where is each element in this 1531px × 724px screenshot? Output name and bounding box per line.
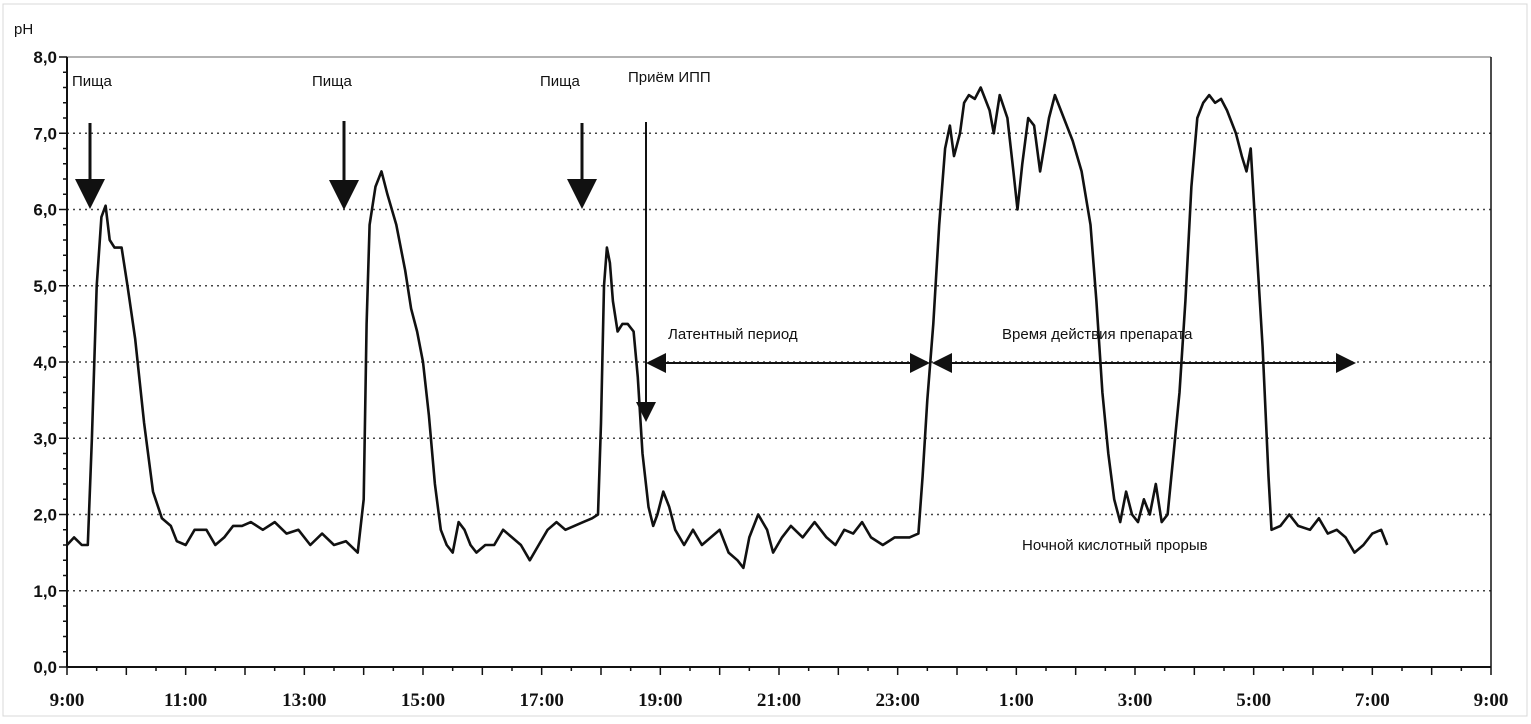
x-tick-label: 13:00 [282, 690, 326, 711]
y-tick-label: 1,0 [33, 582, 57, 601]
tick-labels: 0,0 1,0 2,0 3,0 4,0 5,0 6,0 7,0 8,0 9:00 11:00 13:0… [33, 48, 1508, 711]
y-tick-label: 5,0 [33, 277, 57, 296]
y-axis-label: pH [14, 21, 33, 38]
grid-lines [67, 56, 1491, 592]
x-tick-label: 17:00 [520, 690, 564, 711]
latent-period-label: Латентный период [668, 326, 798, 343]
x-tick-label: 1:00 [999, 690, 1034, 711]
series [66, 86, 1389, 570]
x-tick-label: 21:00 [757, 690, 801, 711]
y-tick-label: 3,0 [33, 429, 57, 448]
x-tick-label: 23:00 [876, 690, 920, 711]
x-tick-label: 9:00 [50, 690, 85, 711]
x-tick-label: 19:00 [638, 690, 682, 711]
food-label-2: Пища [312, 73, 353, 90]
x-tick-label: 5:00 [1236, 690, 1271, 711]
food-label-3: Пища [540, 73, 581, 90]
y-tick-label: 2,0 [33, 506, 57, 525]
y-tick-label: 6,0 [33, 201, 57, 220]
x-tick-label: 3:00 [1118, 690, 1153, 711]
axes [59, 56, 1492, 675]
x-tick-label: 15:00 [401, 690, 445, 711]
y-tick-label: 4,0 [33, 353, 57, 372]
ph-series-line [66, 86, 1389, 570]
drug-action-label: Время действия препарата [1002, 326, 1193, 343]
plot-frame [2, 3, 1528, 717]
food-label-1: Пища [72, 73, 113, 90]
night-breakthrough-label: Ночной кислотный прорыв [1022, 537, 1208, 554]
x-tick-label: 7:00 [1355, 690, 1390, 711]
x-tick-label: 11:00 [164, 690, 207, 711]
y-tick-label: 7,0 [33, 124, 57, 143]
x-tick-label: 9:00 [1474, 690, 1509, 711]
ppi-intake-label: Приём ИПП [628, 69, 711, 86]
annotations: Пища Пища Пища Приём ИПП Латентный перио… [72, 69, 1356, 554]
y-tick-label: 0,0 [33, 658, 57, 677]
y-tick-label: 8,0 [33, 48, 57, 67]
